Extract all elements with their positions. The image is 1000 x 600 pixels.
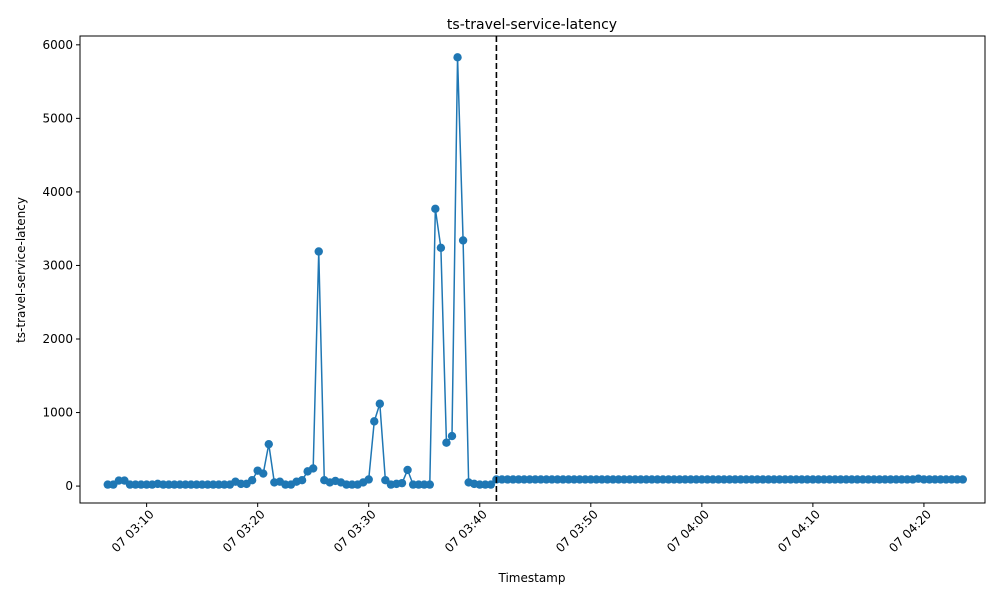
- y-tick-label: 3000: [42, 258, 73, 272]
- series-line: [107, 57, 963, 486]
- series-points-group: [103, 53, 967, 489]
- x-tick-label: 07 03:10: [109, 507, 157, 555]
- data-point: [403, 465, 412, 475]
- plot-area-frame: [79, 35, 986, 504]
- x-tick-label: 07 04:20: [886, 507, 934, 555]
- data-point: [297, 476, 307, 485]
- x-tick-label: 07 03:40: [442, 507, 490, 555]
- data-point: [447, 431, 457, 441]
- chart-title: ts-travel-service-latency: [447, 17, 617, 33]
- y-tick-label: 2000: [42, 332, 73, 346]
- x-axis-label: Timestamp: [498, 571, 566, 585]
- y-axis: 0 1000 2000 3000 4000 5000 6000: [42, 38, 80, 493]
- x-tick-label: 07 03:20: [220, 507, 268, 555]
- x-tick-label: 07 03:50: [553, 507, 601, 555]
- data-point: [958, 475, 967, 484]
- data-point: [442, 438, 451, 447]
- y-tick-label: 5000: [42, 111, 73, 125]
- data-point: [259, 469, 268, 478]
- data-point: [364, 475, 373, 484]
- x-axis: 07 03:10 07 03:20 07 03:30 07 03:40 07 03:50…: [109, 503, 934, 555]
- series-line-group: [107, 57, 963, 486]
- y-tick-label: 1000: [42, 406, 73, 420]
- data-point: [370, 417, 379, 426]
- data-point: [375, 399, 385, 408]
- data-point: [264, 439, 273, 449]
- data-point: [247, 476, 257, 485]
- data-point: [425, 480, 434, 489]
- x-tick-label: 07 04:00: [664, 507, 712, 555]
- y-tick-label: 4000: [42, 185, 73, 199]
- x-tick-label: 07 04:10: [775, 507, 823, 555]
- data-point: [397, 478, 407, 488]
- data-point: [436, 243, 446, 252]
- data-point: [431, 204, 440, 214]
- data-point: [314, 247, 323, 256]
- data-point: [486, 480, 496, 489]
- x-tick-label: 07 03:30: [331, 507, 379, 555]
- y-tick-label: 0: [65, 479, 73, 493]
- data-point: [453, 53, 462, 62]
- data-point: [308, 464, 318, 473]
- y-axis-label: ts-travel-service-latency: [14, 197, 28, 343]
- y-tick-label: 6000: [42, 38, 73, 52]
- data-point: [458, 236, 468, 245]
